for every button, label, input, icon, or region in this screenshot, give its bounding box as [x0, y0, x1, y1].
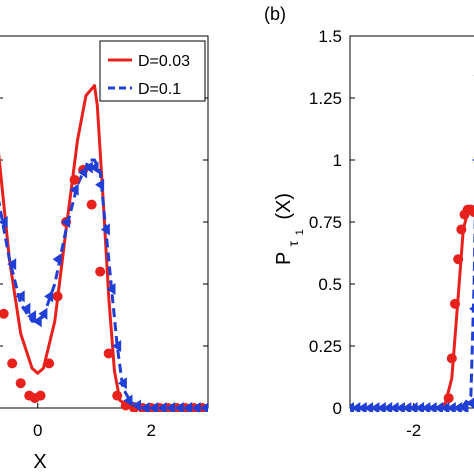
data-point-circle: [450, 298, 460, 309]
data-point-triangle: [106, 282, 116, 295]
data-point-triangle: [27, 310, 37, 323]
x-tick-label: 2: [147, 421, 156, 440]
panel-b-frame: [349, 35, 474, 409]
data-point-triangle: [191, 402, 201, 412]
data-point-triangle: [408, 402, 418, 412]
data-point-triangle: [0, 216, 8, 228]
data-point-triangle: [38, 307, 48, 320]
data-point-triangle: [383, 402, 393, 412]
data-point-circle: [44, 358, 55, 369]
data-point-triangle: [200, 402, 208, 412]
data-point-circle: [52, 291, 63, 302]
data-point-triangle: [350, 402, 354, 412]
data-point-triangle: [95, 178, 105, 191]
data-point-triangle: [166, 402, 176, 412]
data-point-circle: [69, 174, 80, 185]
data-point-triangle: [149, 402, 159, 412]
data-point-circle: [95, 266, 106, 277]
legend: D=0.03 D=0.1: [99, 40, 206, 102]
data-point-triangle: [123, 394, 133, 407]
data-point-triangle: [78, 166, 88, 179]
data-point-triangle: [376, 402, 386, 412]
data-point-triangle: [427, 402, 437, 412]
data-point-triangle: [7, 258, 17, 271]
x-tick-label: -2: [406, 421, 421, 440]
data-point-triangle: [357, 402, 367, 412]
data-point-circle: [453, 254, 464, 265]
y-tick-label: 0: [333, 399, 342, 418]
data-point-circle: [469, 207, 474, 218]
data-point-triangle: [402, 402, 412, 412]
data-point-triangle: [157, 402, 167, 412]
x-tick-label: 0: [33, 421, 42, 440]
data-point-triangle: [132, 399, 142, 412]
data-point-triangle: [421, 402, 431, 412]
y-label-p: P: [273, 252, 295, 265]
data-point-triangle: [469, 305, 474, 313]
series-line-D003: [0, 84, 208, 410]
legend-box: [99, 40, 206, 102]
data-point-triangle: [183, 402, 193, 412]
data-point-circle: [35, 390, 46, 401]
panel-b-y-axis-label: P τ 1 (X): [273, 193, 308, 265]
panel-b-label: (b): [264, 4, 286, 24]
legend-label-d003: D=0.03: [138, 53, 190, 70]
data-point-circle: [7, 358, 18, 369]
y-tick-label: 1.25: [309, 89, 342, 108]
panel-b-y-ticks: 0 0.25 0.5 0.75 1 1.25 1.5: [309, 27, 355, 418]
y-tick-label: 1: [333, 151, 342, 170]
data-point-triangle: [44, 290, 54, 303]
data-point-triangle: [32, 315, 42, 328]
data-point-triangle: [89, 161, 99, 174]
data-point-circle: [103, 348, 114, 359]
y-tick-label: 1.5: [318, 27, 342, 46]
data-point-triangle: [389, 402, 399, 412]
y-label-tail: (X): [273, 193, 295, 220]
data-point-triangle: [83, 161, 93, 174]
data-point-triangle: [140, 402, 150, 412]
data-point-circle: [443, 393, 454, 404]
data-point-circle: [86, 199, 97, 210]
data-point-triangle: [15, 290, 25, 303]
y-tick-label: 0.5: [318, 275, 342, 294]
data-point-circle: [446, 353, 457, 364]
data-point-triangle: [370, 402, 380, 412]
data-point-triangle: [69, 183, 79, 196]
data-point-triangle: [364, 402, 374, 412]
y-label-tau: τ: [285, 240, 301, 246]
data-point-circle: [112, 390, 123, 401]
data-point-triangle: [440, 402, 450, 412]
data-point-triangle: [415, 402, 424, 412]
y-tick-label: 0.75: [309, 213, 342, 232]
data-point-triangle: [395, 402, 405, 412]
data-point-triangle: [100, 223, 110, 236]
series-line-D01: [0, 158, 208, 410]
data-point-triangle: [434, 402, 444, 412]
data-point-triangle: [453, 402, 463, 412]
data-point-circle: [15, 378, 26, 389]
panel-a-series: [0, 84, 208, 412]
data-point-triangle: [21, 302, 31, 315]
data-point-circle: [456, 224, 467, 235]
data-point-circle: [0, 308, 9, 319]
data-point-triangle: [117, 377, 127, 390]
data-point-triangle: [351, 402, 361, 412]
panel-b-series: [350, 75, 474, 412]
data-point-triangle: [459, 402, 469, 412]
data-point-triangle: [465, 397, 474, 409]
panel-a: 0 2 X D=0.03 D=0.1: [0, 35, 209, 473]
data-point-triangle: [174, 402, 184, 412]
y-tick-label: 0.25: [309, 337, 342, 356]
svg-text:P τ 1: P τ 1 (X): [273, 193, 308, 265]
data-point-triangle: [112, 340, 122, 352]
panel-a-x-axis-label: X: [33, 451, 46, 473]
data-point-triangle: [52, 253, 62, 266]
y-label-sub-1: 1: [294, 229, 306, 235]
data-point-triangle: [61, 216, 71, 228]
data-point-triangle: [446, 402, 456, 412]
legend-label-d01: D=0.1: [138, 81, 181, 98]
